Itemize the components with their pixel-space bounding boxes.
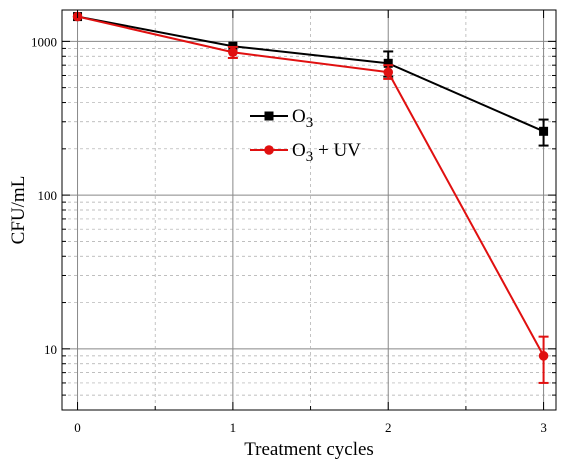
y-axis-title: CFU/mL xyxy=(8,176,29,245)
data-point-circle xyxy=(538,351,549,361)
legend: O3 O3 + UV xyxy=(250,106,361,165)
grid-lines xyxy=(62,10,556,411)
legend-label: O3 xyxy=(292,106,313,131)
data-point-circle xyxy=(228,47,238,58)
legend-marker-square xyxy=(264,111,274,121)
x-tick-label: 3 xyxy=(540,420,547,435)
axis-ticks xyxy=(62,10,556,411)
x-tick-label: 1 xyxy=(230,420,237,435)
y-tick-label: 100 xyxy=(38,188,58,203)
x-axis-title: Treatment cycles xyxy=(244,439,374,460)
data-point-circle xyxy=(383,67,394,78)
data-point-square xyxy=(539,126,549,136)
data-point-square xyxy=(383,58,393,68)
x-tick-label: 0 xyxy=(74,420,81,435)
legend-label: O3 + UV xyxy=(292,140,361,165)
y-tick-label: 10 xyxy=(44,342,57,357)
y-tick-label: 1000 xyxy=(31,34,57,49)
legend-marker-circle xyxy=(264,145,274,155)
tick-labels: 0 1 2 3 10 100 1000 xyxy=(31,34,547,435)
series-line-1 xyxy=(77,15,545,357)
series-line-0 xyxy=(77,15,544,133)
x-tick-label: 2 xyxy=(385,420,392,435)
